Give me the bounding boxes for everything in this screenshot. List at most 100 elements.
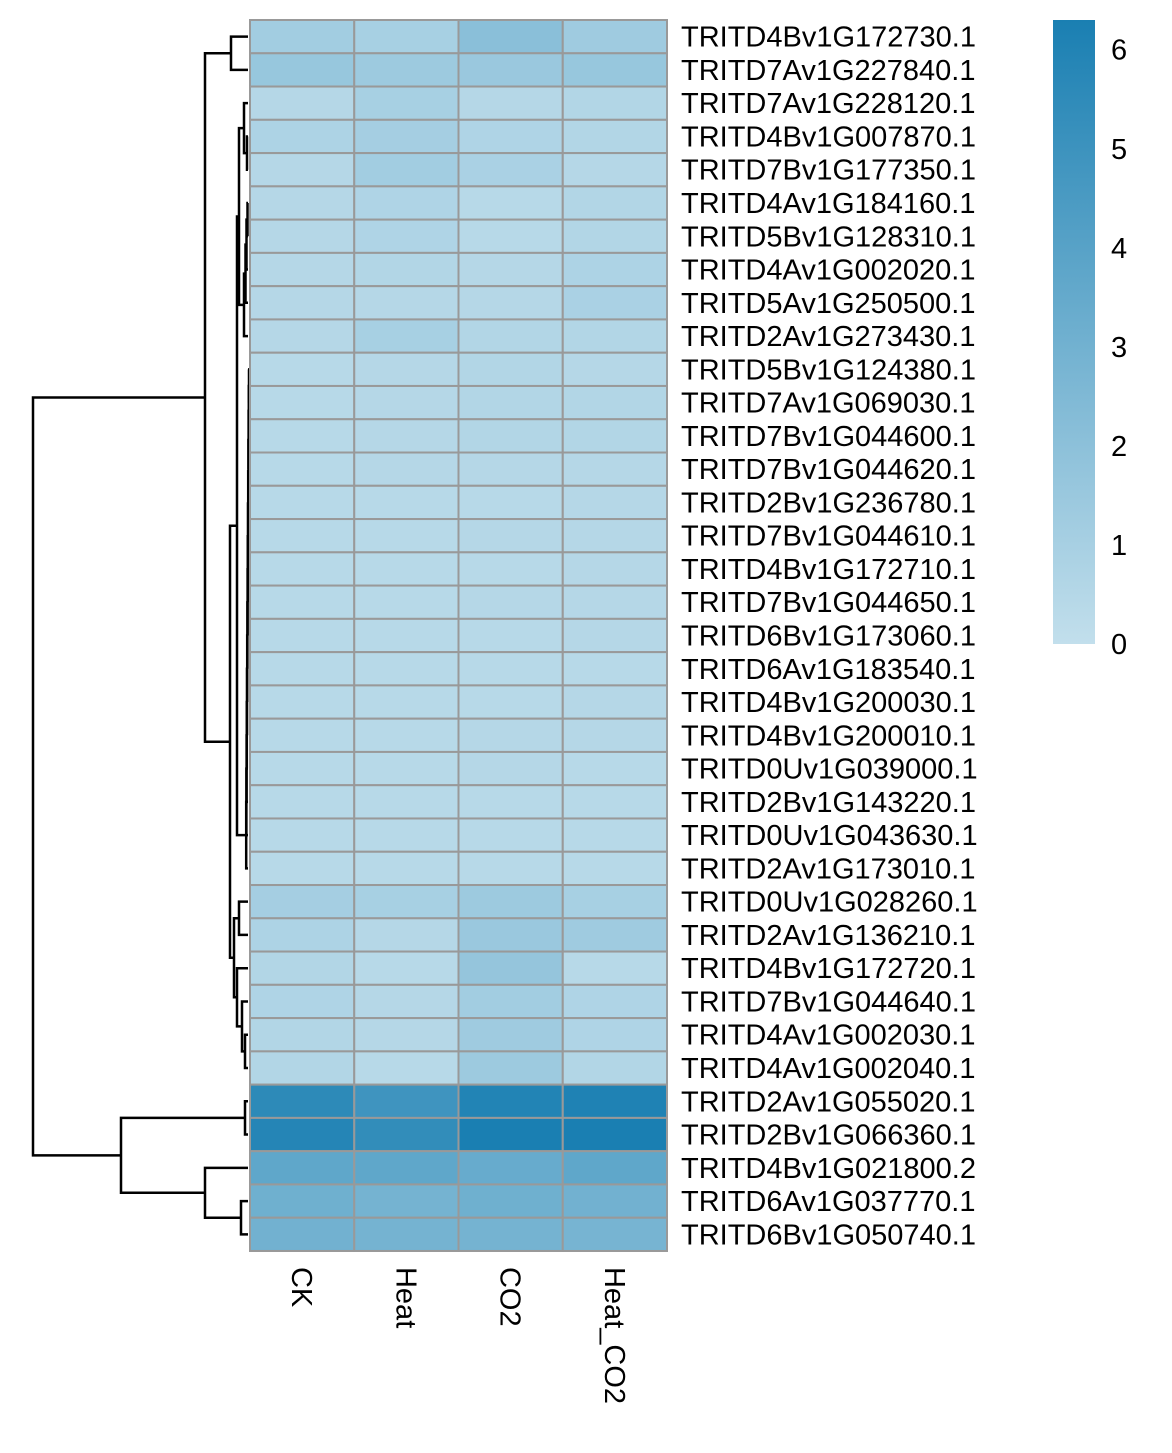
- heatmap-cell: [561, 717, 668, 753]
- dendrogram-branch: [239, 1199, 248, 1236]
- heatmap-cell: [457, 850, 564, 887]
- heatmap-cell: [353, 651, 460, 687]
- heatmap-cell: [561, 684, 668, 720]
- heatmap-cell: [561, 1083, 668, 1119]
- heatmap-cell: [353, 551, 460, 587]
- heatmap-cell: [353, 1050, 460, 1086]
- heatmap-cell: [249, 1083, 356, 1119]
- heatmap-cell: [561, 551, 668, 587]
- heatmap-cell: [457, 1183, 564, 1219]
- heatmap-cell: [561, 917, 668, 953]
- heatmap-cell: [353, 152, 460, 188]
- heatmap-cell: [457, 152, 564, 188]
- heatmap-cell: [457, 784, 564, 820]
- heatmap-cell: [457, 1150, 564, 1186]
- heatmap-cell: [457, 318, 564, 354]
- heatmap-cells: [249, 19, 668, 1252]
- dendrogram-branch: [243, 1100, 248, 1136]
- heatmap-cell: [353, 750, 460, 787]
- heatmap-cell: [249, 85, 356, 121]
- row-label: TRITD7Bv1G044610.1: [681, 521, 976, 553]
- heatmap-cell: [561, 118, 668, 155]
- heatmap-cell: [249, 684, 356, 720]
- heatmap-cell: [457, 118, 564, 155]
- heatmap-cell: [353, 983, 460, 1020]
- colorbar: [1053, 20, 1095, 644]
- heatmap-cell: [249, 285, 356, 321]
- heatmap-cell: [457, 1083, 564, 1119]
- row-label: TRITD4Av1G002020.1: [681, 255, 975, 287]
- heatmap-cell: [249, 884, 356, 920]
- heatmap-cell: [249, 917, 356, 953]
- heatmap-cell: [561, 484, 668, 521]
- heatmap-cell: [561, 52, 668, 88]
- row-label: TRITD6Av1G037770.1: [681, 1186, 975, 1218]
- heatmap-cell: [249, 484, 356, 521]
- heatmap-cell: [249, 983, 356, 1020]
- heatmap-cell: [353, 1150, 460, 1186]
- heatmap-cell: [561, 1050, 668, 1086]
- heatmap-cell: [249, 717, 356, 753]
- heatmap-cell: [457, 983, 564, 1020]
- heatmap-cell: [457, 950, 564, 986]
- row-label: TRITD7Bv1G177350.1: [681, 155, 976, 187]
- heatmap-cell: [249, 451, 356, 487]
- heatmap-cell: [457, 451, 564, 487]
- heatmap-cell: [249, 118, 356, 155]
- heatmap-cell: [353, 85, 460, 121]
- heatmap-cell: [457, 518, 564, 554]
- heatmap-cell: [353, 251, 460, 288]
- heatmap-cell: [561, 518, 668, 554]
- heatmap-cell: [457, 185, 564, 221]
- heatmap-cell: [353, 1083, 460, 1119]
- heatmap-cell: [561, 85, 668, 121]
- row-label: TRITD4Bv1G172730.1: [681, 22, 976, 54]
- heatmap-cell: [249, 384, 356, 421]
- heatmap-cell: [561, 152, 668, 188]
- column-label: CO2: [494, 1267, 526, 1327]
- heatmap-cell: [353, 118, 460, 155]
- heatmap-cell: [249, 318, 356, 354]
- heatmap-cell: [249, 1216, 356, 1252]
- heatmap-cell: [353, 684, 460, 720]
- heatmap-cell: [353, 784, 460, 820]
- heatmap-cell: [249, 950, 356, 986]
- heatmap-cell: [353, 917, 460, 953]
- row-label: TRITD7Av1G228120.1: [681, 88, 975, 120]
- heatmap-cell: [353, 1183, 460, 1219]
- heatmap-cell: [457, 351, 564, 387]
- row-label: TRITD6Bv1G173060.1: [681, 620, 976, 652]
- row-label: TRITD2Av1G173010.1: [681, 853, 975, 885]
- heatmap-cell: [249, 551, 356, 587]
- row-label: TRITD5Bv1G124380.1: [681, 354, 976, 386]
- heatmap-cell: [457, 1116, 564, 1153]
- heatmap-cell: [457, 251, 564, 288]
- heatmap-cell: [249, 152, 356, 188]
- heatmap-cell: [249, 351, 356, 387]
- row-label: TRITD2Av1G055020.1: [681, 1086, 975, 1118]
- heatmap-cell: [561, 251, 668, 288]
- heatmap-cell: [249, 185, 356, 221]
- heatmap-cell: [249, 1050, 356, 1086]
- heatmap-cell: [353, 384, 460, 421]
- column-label: CK: [285, 1267, 317, 1308]
- row-label: TRITD4Bv1G021800.2: [681, 1153, 976, 1185]
- heatmap-cell: [353, 1017, 460, 1053]
- heatmap-cell: [457, 218, 564, 254]
- row-label: TRITD7Bv1G044650.1: [681, 587, 976, 619]
- heatmap-cell: [249, 1183, 356, 1219]
- heatmap-cell: [561, 19, 668, 55]
- heatmap-cell: [249, 251, 356, 288]
- heatmap-cell: [561, 1150, 668, 1186]
- row-label: TRITD4Bv1G172710.1: [681, 554, 976, 586]
- heatmap-cell: [561, 784, 668, 820]
- heatmap-cell: [561, 1116, 668, 1153]
- heatmap-cell: [561, 318, 668, 354]
- heatmap-cell: [249, 19, 356, 55]
- row-label: TRITD0Uv1G039000.1: [681, 754, 978, 786]
- row-label: TRITD0Uv1G028260.1: [681, 887, 978, 919]
- heatmap-cell: [457, 52, 564, 88]
- row-label: TRITD4Av1G184160.1: [681, 188, 975, 220]
- colorbar-tick-label: 3: [1111, 332, 1127, 364]
